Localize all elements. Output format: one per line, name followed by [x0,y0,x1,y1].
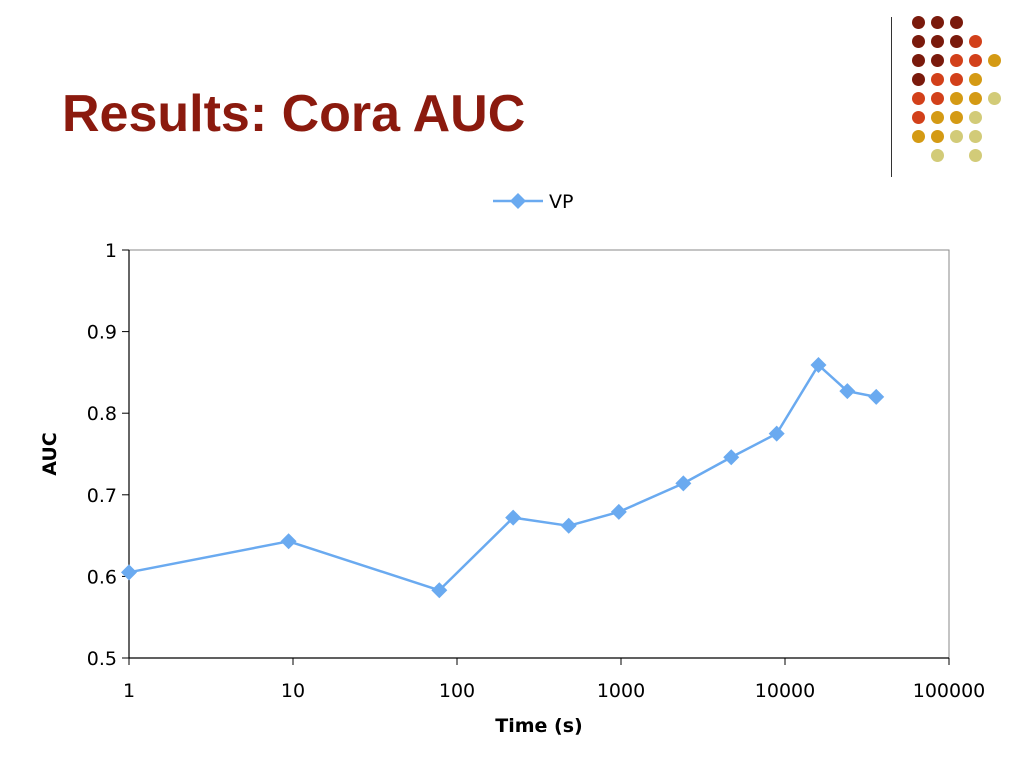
series-line-vp [128,363,877,592]
decorative-dot [950,92,963,105]
decorative-dot [912,92,925,105]
decorative-dot [950,54,963,67]
decorative-dot [988,54,1001,67]
data-point-marker [610,503,627,520]
decorative-dot [931,35,944,48]
x-tick-labels: 1 10 100 1000 10000 100000 [123,680,985,702]
decorative-dot [988,92,1001,105]
y-tick-label: 0.8 [87,403,117,425]
title-divider-line [891,17,892,177]
decorative-dot [969,35,982,48]
decorative-dot [912,16,925,29]
decorative-dot [969,149,982,162]
x-tick-label: 1 [123,680,135,702]
data-point-marker [431,582,448,599]
data-point-marker [280,533,297,550]
decorative-dot [969,54,982,67]
decorative-dot [931,54,944,67]
y-tick-label: 0.7 [87,485,117,507]
y-tick-label: 1 [105,240,117,262]
decorative-dot [912,130,925,143]
decorative-dot [931,111,944,124]
decorative-dot [950,35,963,48]
decorative-dot [931,149,944,162]
decorative-dot [969,92,982,105]
decorative-dot [931,16,944,29]
y-tick-label: 0.6 [87,566,117,588]
decorative-dot [950,130,963,143]
data-point-marker [768,425,785,442]
data-point-marker [121,564,137,581]
y-tick-label: 0.5 [87,648,117,670]
legend-label: VP [549,191,573,213]
decorative-dot [950,73,963,86]
decorative-dot [912,73,925,86]
plot-area [128,249,950,659]
series-layer [121,357,885,599]
slide-title: Results: Cora AUC [62,85,526,143]
y-tick-label: 0.9 [87,322,117,344]
decorative-dot [912,54,925,67]
data-point-marker [560,517,577,534]
decorative-dot [912,111,925,124]
decorative-dot [931,73,944,86]
chart-legend: VP [493,191,573,213]
x-tick-label: 1000 [597,680,645,702]
decorative-dot [950,16,963,29]
data-point-marker [839,383,856,400]
x-tick-label: 100000 [913,680,986,702]
data-point-marker [675,475,692,492]
data-point-marker [868,388,885,405]
auc-line-chart: VP 1 10 100 1000 10000 100000 0.5 0.6 0.7 0.8 0.9… [39,191,985,737]
x-axis-title: Time (s) [495,715,582,737]
y-tick-labels: 0.5 0.6 0.7 0.8 0.9 1 [87,240,117,670]
decorative-dot [950,111,963,124]
x-tick-label: 10000 [755,680,815,702]
data-point-marker [505,509,522,526]
decorative-dot [931,92,944,105]
legend-marker-swatch [510,193,526,209]
data-point-marker [810,357,827,374]
y-axis-title: AUC [39,432,61,476]
data-point-marker [723,449,740,466]
decorative-dot [912,35,925,48]
decorative-dot [969,111,982,124]
decorative-dot [931,130,944,143]
x-tick-label: 100 [439,680,475,702]
decorative-dot [969,73,982,86]
decorative-dot [969,130,982,143]
x-tick-label: 10 [281,680,305,702]
